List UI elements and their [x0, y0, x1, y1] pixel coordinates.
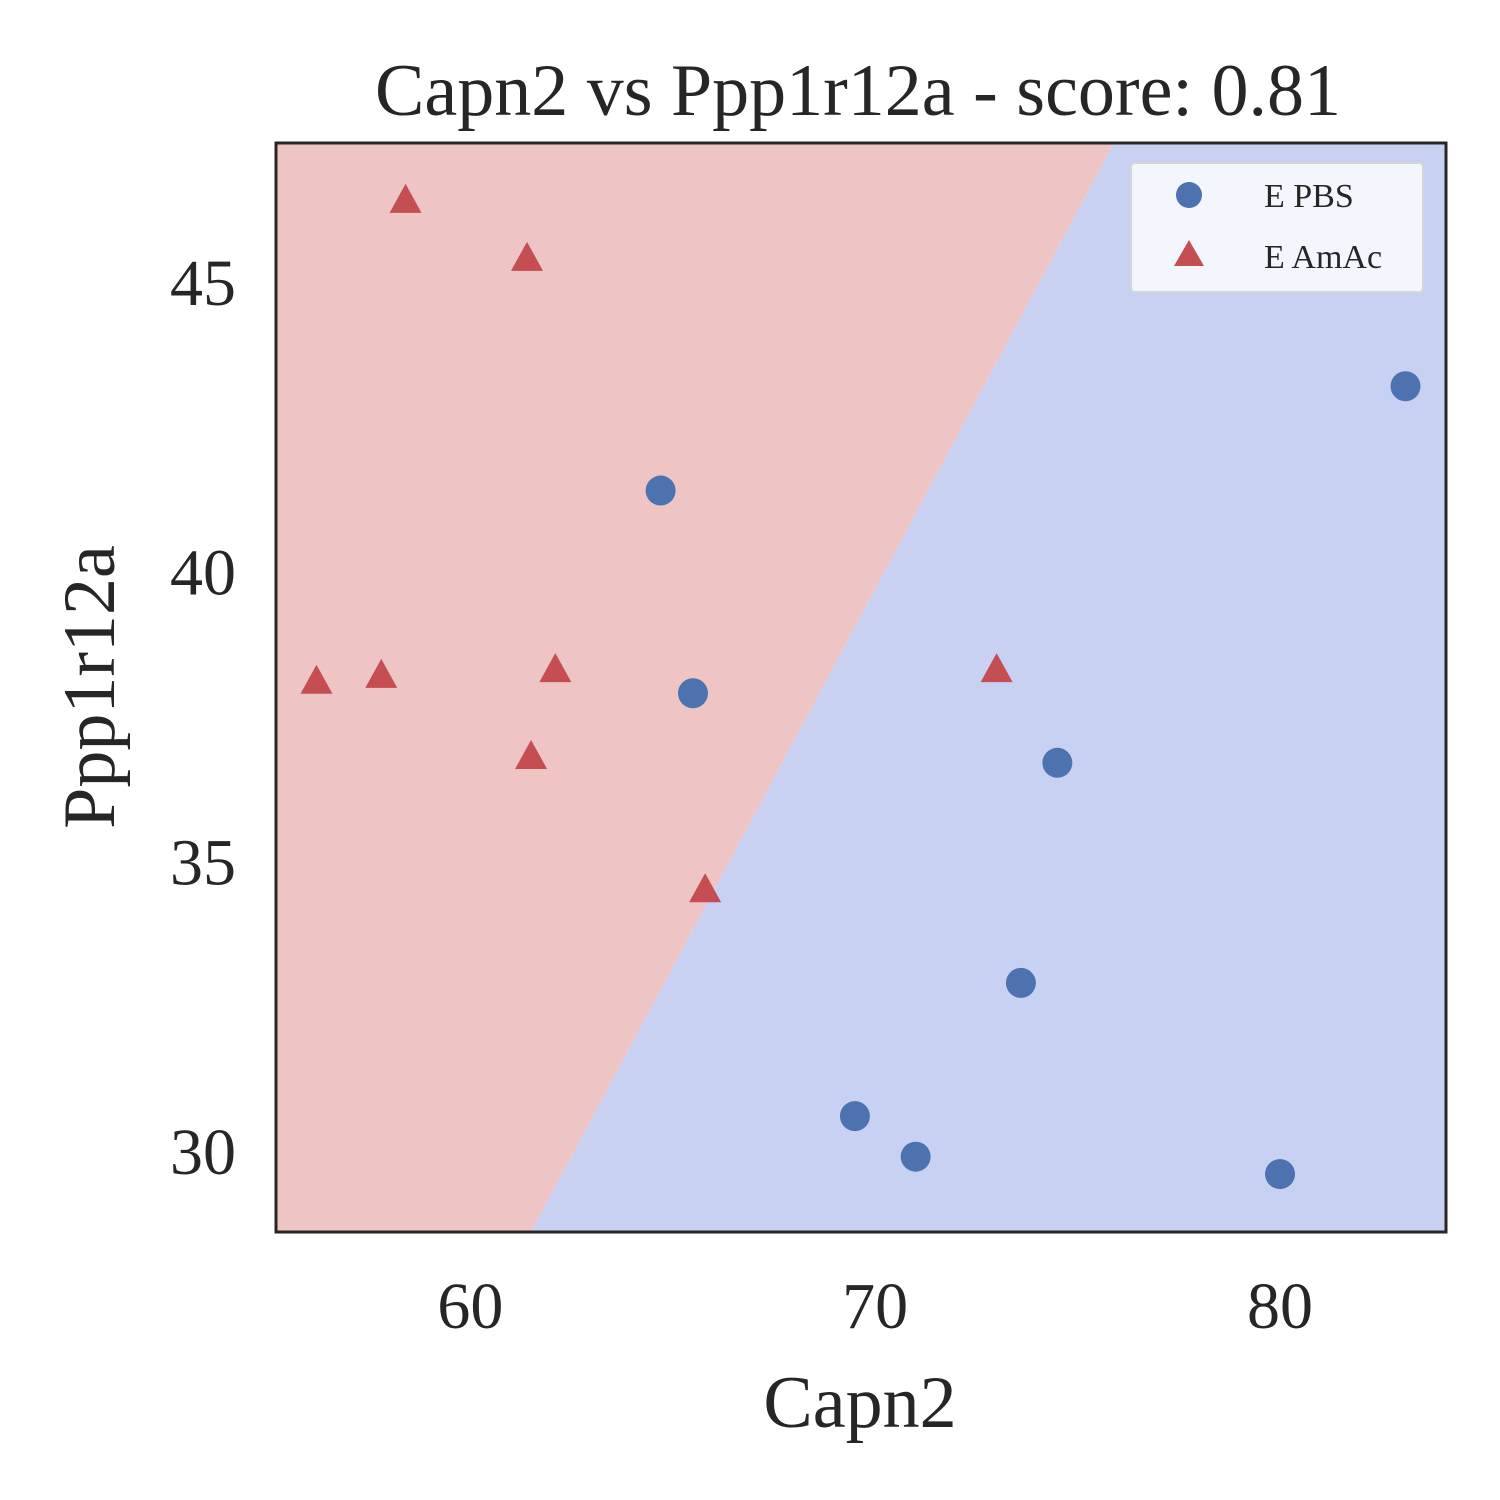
legend-box — [1130, 162, 1424, 293]
point-e-amac — [389, 183, 422, 213]
point-e-pbs — [645, 475, 676, 506]
legend-marker-e-amac — [1174, 240, 1204, 266]
point-e-pbs — [1005, 967, 1036, 998]
x-axis-label: Capn2 — [763, 1362, 956, 1444]
y-tick-label: 45 — [170, 247, 236, 320]
legend-marker-e-pbs — [1176, 182, 1202, 208]
x-tick-label: 60 — [437, 1270, 503, 1343]
point-e-amac — [539, 653, 572, 683]
point-e-amac — [365, 658, 398, 688]
region-e-pbs — [531, 143, 1446, 1232]
y-tick-label: 35 — [170, 826, 236, 899]
y-tick-label: 40 — [170, 537, 236, 610]
x-tick-label: 70 — [842, 1270, 908, 1343]
point-e-pbs — [839, 1101, 870, 1132]
point-e-amac — [511, 241, 544, 271]
point-e-pbs — [1265, 1159, 1296, 1190]
point-e-pbs — [677, 678, 708, 709]
x-axis-ticks: 60 70 80 — [437, 1270, 1313, 1343]
legend-label-e-pbs: E PBS — [1264, 178, 1354, 215]
data-points — [300, 183, 1421, 1190]
y-axis-ticks: 30 35 40 45 — [170, 247, 236, 1189]
point-e-amac — [515, 740, 548, 770]
decision-regions — [276, 143, 1446, 1232]
y-axis-label: Ppp1r12a — [49, 545, 131, 829]
point-e-amac — [980, 653, 1013, 683]
chart-title: Capn2 vs Ppp1r12a - score: 0.81 — [375, 50, 1341, 132]
point-e-amac — [300, 664, 333, 694]
point-e-pbs — [900, 1141, 931, 1172]
y-tick-label: 30 — [170, 1116, 236, 1189]
x-tick-label: 80 — [1247, 1270, 1313, 1343]
legend: E PBS E AmAc — [1130, 162, 1424, 293]
plot-frame — [274, 141, 1448, 1234]
legend-label-e-amac: E AmAc — [1264, 239, 1382, 276]
point-e-pbs — [1042, 747, 1073, 778]
point-e-pbs — [1390, 371, 1421, 402]
point-e-amac — [689, 873, 722, 903]
